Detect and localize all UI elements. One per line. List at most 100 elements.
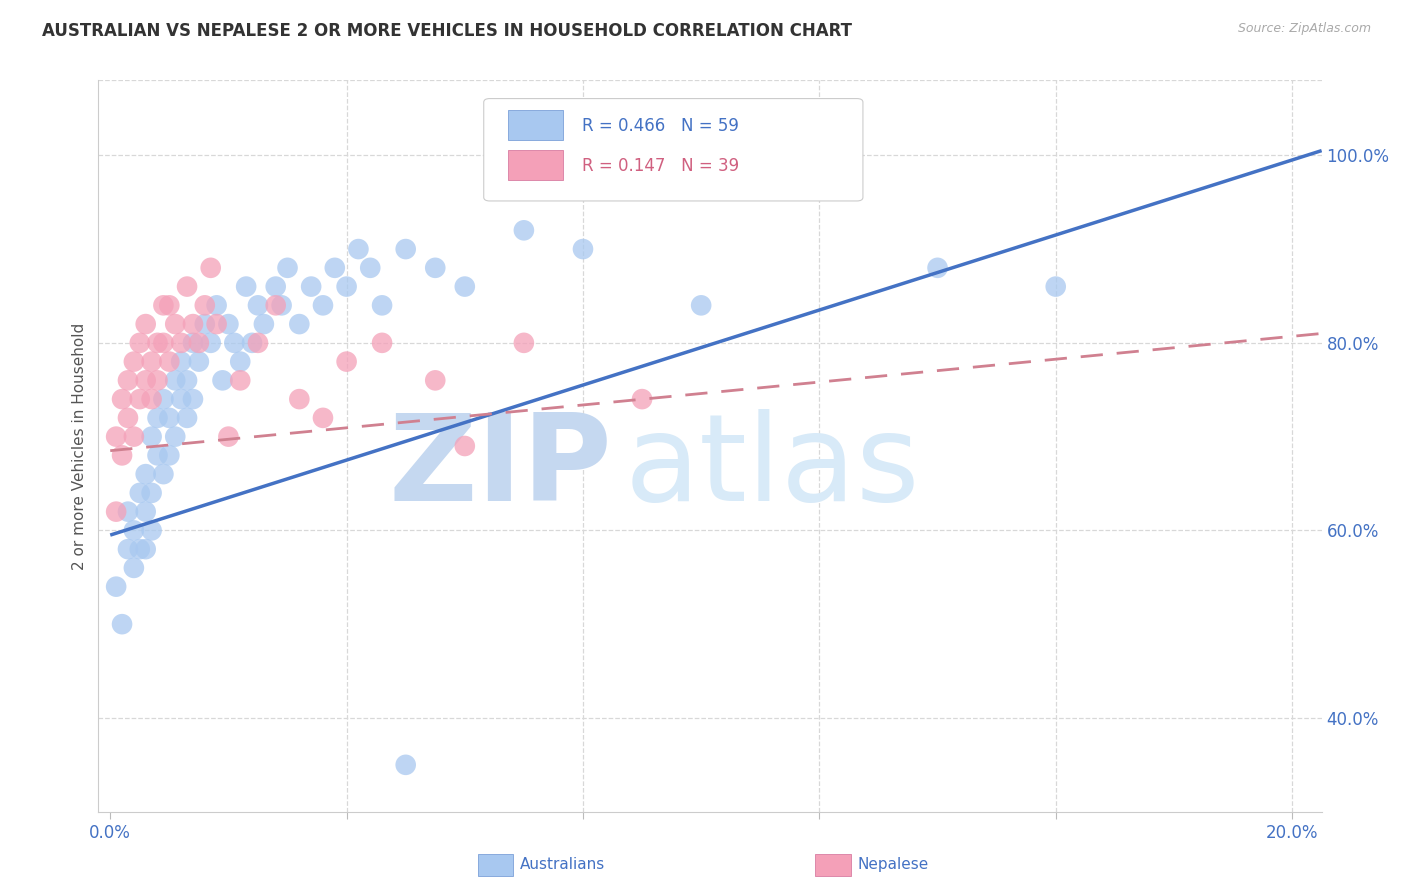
Point — [141, 524, 163, 538]
Point — [425, 373, 447, 387]
Point — [146, 335, 169, 350]
Point — [513, 223, 536, 237]
Point — [141, 354, 163, 368]
Point — [128, 486, 150, 500]
Point — [229, 373, 252, 387]
Point — [246, 335, 269, 350]
FancyBboxPatch shape — [484, 99, 863, 201]
Point — [200, 335, 222, 350]
Point — [141, 392, 163, 406]
Point — [572, 242, 595, 256]
Point — [176, 279, 198, 293]
Point — [135, 317, 157, 331]
Point — [288, 392, 311, 406]
Point — [141, 429, 163, 443]
Point — [165, 429, 187, 443]
Point — [336, 279, 359, 293]
Point — [371, 335, 394, 350]
Text: R = 0.466   N = 59: R = 0.466 N = 59 — [582, 117, 738, 135]
Point — [312, 410, 335, 425]
Point — [194, 298, 217, 312]
Point — [927, 260, 949, 275]
Point — [122, 354, 145, 368]
Bar — [508, 110, 564, 140]
Point — [1045, 279, 1067, 293]
Point — [128, 335, 150, 350]
Point — [211, 373, 233, 387]
Point — [128, 392, 150, 406]
Point — [224, 335, 246, 350]
Point — [359, 260, 381, 275]
Point — [194, 317, 217, 331]
Bar — [508, 150, 564, 180]
Point — [152, 392, 174, 406]
Point — [135, 542, 157, 557]
Point — [176, 410, 198, 425]
Point — [117, 373, 139, 387]
Point — [135, 373, 157, 387]
Point — [513, 335, 536, 350]
Point — [111, 617, 134, 632]
Point — [141, 486, 163, 500]
Point — [152, 467, 174, 482]
Point — [288, 317, 311, 331]
Y-axis label: 2 or more Vehicles in Household: 2 or more Vehicles in Household — [72, 322, 87, 570]
Point — [122, 429, 145, 443]
Point — [200, 260, 222, 275]
Point — [157, 449, 180, 463]
Point — [299, 279, 322, 293]
Point — [105, 505, 128, 519]
Point — [454, 439, 477, 453]
Point — [117, 410, 139, 425]
Point — [205, 317, 228, 331]
Point — [276, 260, 298, 275]
Point — [157, 298, 180, 312]
Point — [165, 317, 187, 331]
Point — [146, 449, 169, 463]
Point — [336, 354, 359, 368]
Point — [105, 429, 128, 443]
Point — [181, 317, 204, 331]
Point — [229, 354, 252, 368]
Point — [152, 298, 174, 312]
Point — [157, 354, 180, 368]
Point — [312, 298, 335, 312]
Point — [425, 260, 447, 275]
Point — [205, 298, 228, 312]
Point — [217, 317, 239, 331]
Point — [270, 298, 292, 312]
Point — [187, 354, 209, 368]
Point — [454, 279, 477, 293]
Point — [157, 410, 180, 425]
Point — [170, 354, 193, 368]
Text: Nepalese: Nepalese — [858, 857, 929, 871]
Point — [165, 373, 187, 387]
Text: AUSTRALIAN VS NEPALESE 2 OR MORE VEHICLES IN HOUSEHOLD CORRELATION CHART: AUSTRALIAN VS NEPALESE 2 OR MORE VEHICLE… — [42, 22, 852, 40]
Point — [111, 449, 134, 463]
Point — [246, 298, 269, 312]
Point — [111, 392, 134, 406]
Point — [117, 542, 139, 557]
Point — [152, 335, 174, 350]
Point — [235, 279, 257, 293]
Point — [146, 410, 169, 425]
Point — [122, 561, 145, 575]
Point — [117, 505, 139, 519]
Point — [347, 242, 370, 256]
Point — [240, 335, 263, 350]
Point — [371, 298, 394, 312]
Point — [181, 335, 204, 350]
Point — [395, 242, 418, 256]
Point — [187, 335, 209, 350]
Text: Source: ZipAtlas.com: Source: ZipAtlas.com — [1237, 22, 1371, 36]
Point — [264, 279, 287, 293]
Point — [105, 580, 128, 594]
Point — [323, 260, 346, 275]
Point — [135, 467, 157, 482]
Point — [170, 392, 193, 406]
Point — [146, 373, 169, 387]
Point — [631, 392, 654, 406]
Point — [690, 298, 713, 312]
Text: ZIP: ZIP — [388, 409, 612, 526]
Point — [135, 505, 157, 519]
